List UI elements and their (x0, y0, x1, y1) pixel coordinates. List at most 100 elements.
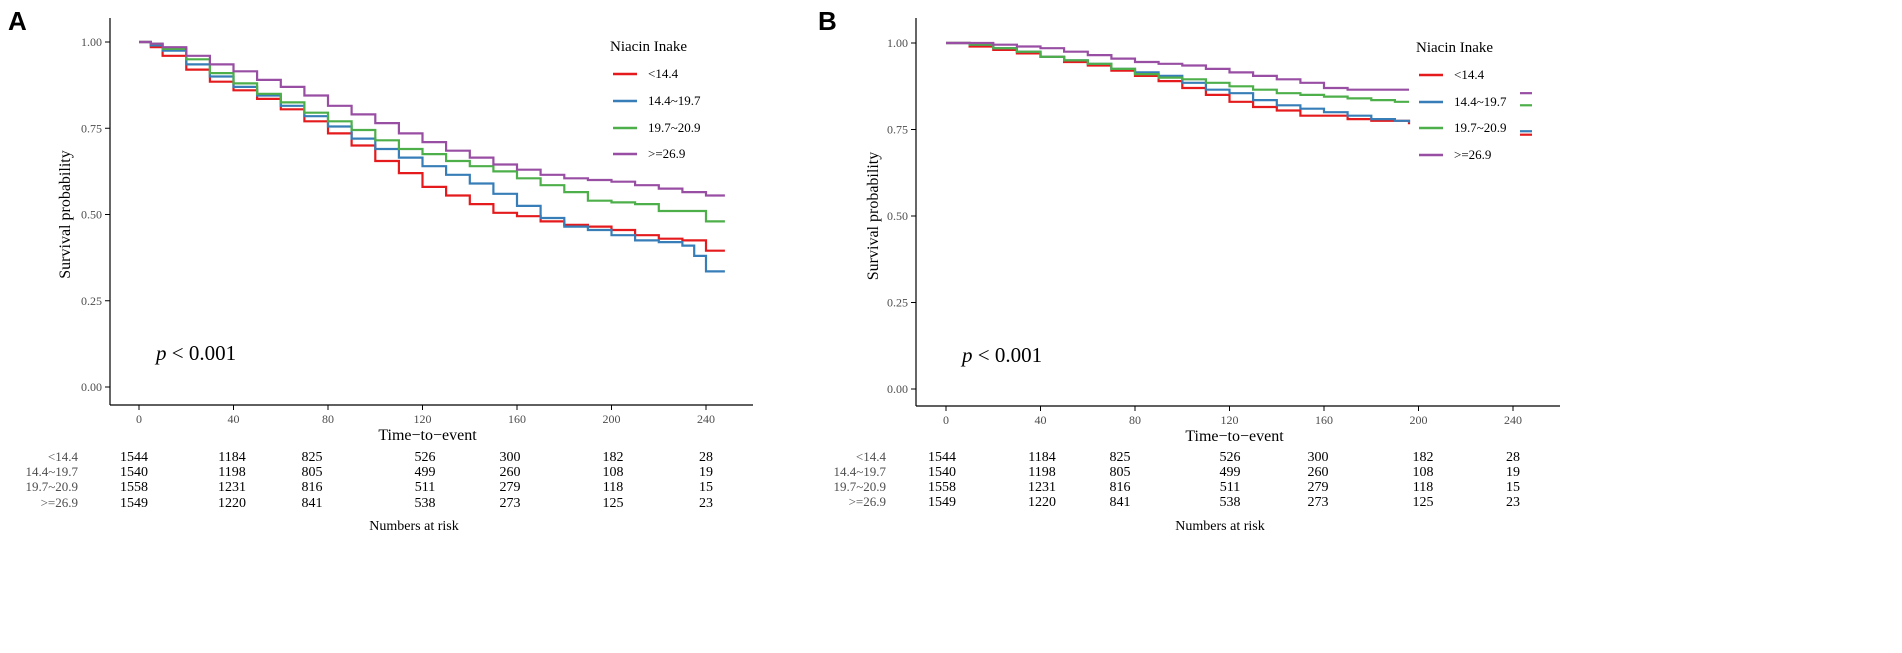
y-tick-label: 0.50 (887, 209, 908, 223)
x-tick-label: 40 (1035, 413, 1047, 427)
y-axis-label: Survival probability (865, 152, 882, 280)
y-tick-label: 0.50 (81, 208, 102, 222)
p-value-symbol: p (154, 341, 167, 365)
panel-a: A 0.00 0.25 0.50 0.75 1.00 0 40 80 120 160 200 240 Ti… (8, 6, 753, 534)
risk-table-count: 1540 (928, 465, 956, 480)
legend-title: Niacin Inake (610, 39, 687, 55)
risk-table-count: 300 (1308, 450, 1329, 465)
p-value-text: < 0.001 (167, 341, 237, 365)
risk-table-count: 28 (1506, 450, 1520, 465)
x-tick-label: 40 (228, 412, 240, 426)
survival-curve-1 (139, 40, 725, 252)
risk-table-count: 1558 (928, 480, 956, 495)
risk-table-count: 526 (1220, 450, 1241, 465)
risk-table-count: 125 (1413, 495, 1434, 510)
survival-curve-4 (946, 41, 1409, 91)
x-tick-label: 160 (1315, 413, 1333, 427)
risk-table-count: 1558 (120, 480, 148, 495)
risk-table-count: 19 (1506, 465, 1520, 480)
risk-table-count: 511 (415, 480, 435, 495)
risk-table-count: 1220 (1028, 495, 1056, 510)
legend-title: Niacin Inake (1416, 40, 1493, 56)
risk-table-count: 260 (1308, 465, 1329, 480)
risk-table-count: 825 (302, 450, 323, 465)
risk-table-count: 23 (699, 496, 713, 511)
risk-table-count: 841 (1110, 495, 1131, 510)
risk-table-count: 15 (699, 480, 713, 495)
risk-table-count: 279 (1308, 480, 1329, 495)
risk-table-group: 19.7~20.9 (25, 479, 78, 494)
legend-label: 14.4~19.7 (648, 93, 701, 108)
risk-table-count: 1549 (120, 496, 148, 511)
risk-table-group: 14.4~19.7 (833, 464, 886, 479)
legend-label: <14.4 (1454, 67, 1485, 82)
risk-table-count: 118 (603, 480, 623, 495)
y-tick-label: 0.25 (887, 296, 908, 310)
panel-letter: B (818, 6, 837, 36)
risk-table-count: 1198 (1028, 465, 1055, 480)
x-tick-label: 120 (414, 412, 432, 426)
risk-table-group: >=26.9 (41, 495, 78, 510)
risk-table-count: 511 (1220, 480, 1240, 495)
risk-table-count: 538 (1220, 495, 1241, 510)
p-value-text: < 0.001 (973, 343, 1043, 367)
risk-table-count: 279 (500, 480, 521, 495)
y-tick-label: 0.75 (81, 121, 102, 135)
legend-label: >=26.9 (648, 146, 685, 161)
risk-table-count: 499 (415, 465, 436, 480)
risk-table-count: 125 (603, 496, 624, 511)
risk-table-count: 1198 (218, 465, 245, 480)
risk-table-group: 14.4~19.7 (25, 464, 78, 479)
risk-table-group: >=26.9 (849, 494, 886, 509)
risk-table-count: 1220 (218, 496, 246, 511)
risk-table-count: 273 (1308, 495, 1329, 510)
risk-table-group: 19.7~20.9 (833, 479, 886, 494)
risk-table-count: 1540 (120, 465, 148, 480)
y-axis-label: Survival probability (57, 150, 74, 278)
risk-table-count: 816 (1110, 480, 1131, 495)
y-tick-label: 0.25 (81, 294, 102, 308)
x-tick-label: 200 (1410, 413, 1428, 427)
legend-label: 14.4~19.7 (1454, 94, 1507, 109)
risk-table-count: 28 (699, 450, 713, 465)
risk-table-count: 499 (1220, 465, 1241, 480)
legend-label: 19.7~20.9 (648, 120, 701, 135)
x-tick-label: 120 (1221, 413, 1239, 427)
p-value: p < 0.001 (960, 343, 1042, 367)
risk-table-count: 23 (1506, 495, 1520, 510)
survival-curve-3 (139, 40, 725, 223)
risk-table-group: <14.4 (856, 449, 887, 464)
risk-table-count: 182 (1413, 450, 1434, 465)
x-tick-label: 240 (1504, 413, 1522, 427)
risk-table-count: 526 (415, 450, 436, 465)
risk-table-count: 108 (1413, 465, 1434, 480)
risk-table-count: 273 (500, 496, 521, 511)
risk-table-count: 300 (500, 450, 521, 465)
x-axis-label: Time−to−event (378, 427, 477, 444)
panel-letter: A (8, 6, 27, 36)
risk-table-count: 1184 (1028, 450, 1055, 465)
risk-table-group: <14.4 (48, 449, 79, 464)
risk-table-title: Numbers at risk (369, 519, 458, 534)
x-tick-label: 200 (603, 412, 621, 426)
y-tick-label: 0.00 (81, 380, 102, 394)
risk-table-count: 15 (1506, 480, 1520, 495)
panel-b: B 0.00 0.25 0.50 0.75 1.00 0 40 80 120 160 200 240 Ti… (818, 6, 1560, 534)
risk-table-count: 1544 (120, 450, 148, 465)
risk-table-count: 260 (500, 465, 521, 480)
x-tick-label: 0 (136, 412, 142, 426)
p-value: p < 0.001 (154, 341, 236, 365)
risk-table-count: 805 (302, 465, 323, 480)
x-tick-label: 0 (943, 413, 949, 427)
p-value-symbol: p (960, 343, 973, 367)
survival-curve-4 (139, 40, 725, 197)
risk-table-count: 118 (1413, 480, 1433, 495)
risk-table-count: 841 (302, 496, 323, 511)
risk-table-count: 182 (603, 450, 624, 465)
x-tick-label: 80 (322, 412, 334, 426)
survival-curve-2 (139, 40, 725, 273)
risk-table-count: 805 (1110, 465, 1131, 480)
survival-curve-3 (946, 41, 1409, 103)
y-tick-label: 1.00 (887, 36, 908, 50)
